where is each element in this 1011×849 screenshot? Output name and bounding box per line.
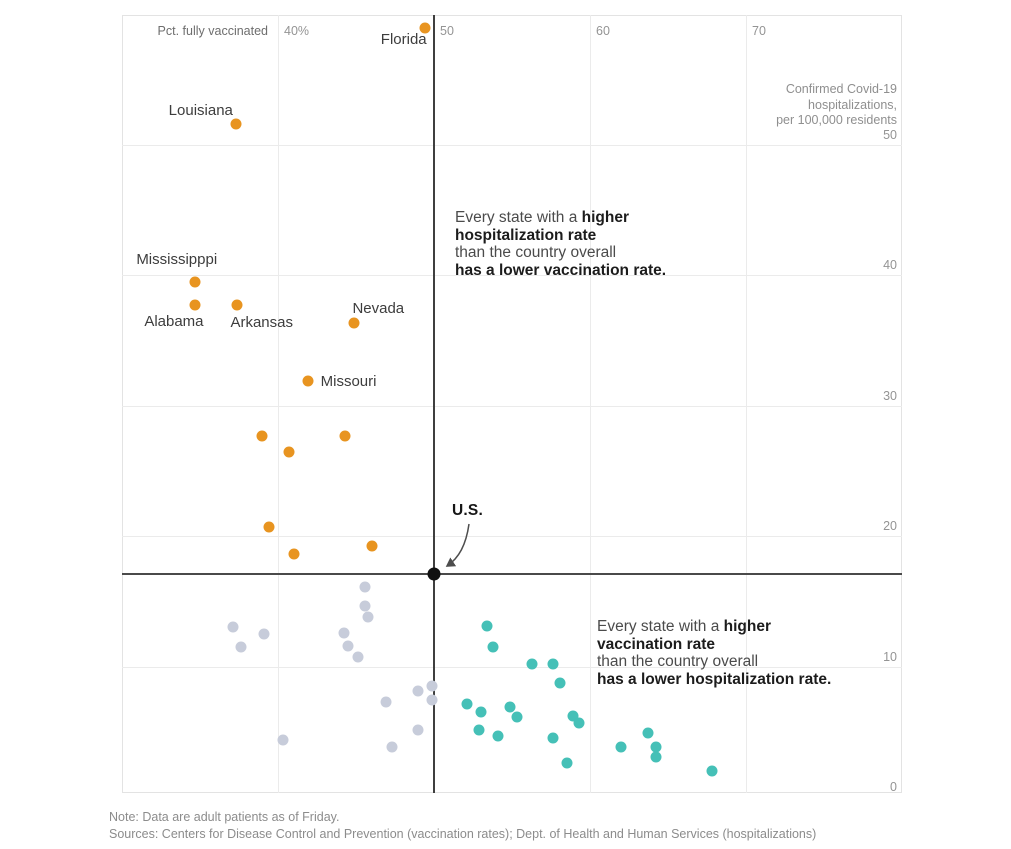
data-point-mississipppi: [189, 276, 201, 288]
state-label-arkansas: Arkansas: [230, 314, 293, 331]
state-label-louisiana: Louisiana: [168, 101, 233, 119]
data-point: [473, 724, 485, 736]
gridline-y-10: [122, 666, 902, 668]
x-axis-title: Pct. fully vaccinated: [157, 24, 268, 38]
state-label-florida: Florida: [380, 31, 427, 49]
us-hospitalization-reference-line: [122, 572, 902, 575]
data-point: [339, 430, 351, 441]
data-point-florida: [419, 22, 431, 34]
data-point: [359, 581, 371, 593]
data-point: [380, 696, 392, 708]
data-point: [352, 651, 364, 663]
data-point: [366, 540, 378, 552]
data-point: [263, 521, 275, 533]
data-point: [362, 611, 374, 623]
y-tick-label-20: 20: [883, 519, 897, 533]
annotation-lower: Every state with a higher vaccination rat…: [597, 618, 832, 688]
chart-sources: Sources: Centers for Disease Control and…: [109, 827, 817, 841]
data-point: [342, 640, 354, 652]
x-tick-label-50: 50: [440, 24, 454, 38]
data-point: [573, 717, 585, 729]
data-point: [338, 627, 350, 639]
state-label-nevada: Nevada: [352, 300, 405, 318]
x-tick-label-60: 60: [596, 24, 610, 38]
state-label-alabama: Alabama: [144, 313, 204, 330]
data-point: [412, 685, 424, 697]
data-point: [526, 658, 538, 670]
y-axis-title: Confirmed Covid-19 hospitalizations, per…: [776, 82, 897, 127]
data-point: [706, 765, 718, 777]
annotation-upper: Every state with a higher hospitalization…: [455, 209, 667, 279]
data-point: [547, 658, 559, 670]
us-data-point: [427, 567, 441, 581]
y-tick-label-30: 30: [883, 388, 897, 403]
gridline-y-30: [122, 405, 902, 407]
state-label-missouri: Missouri: [320, 372, 377, 390]
data-point: [426, 680, 438, 692]
y-tick-label-40: 40: [883, 258, 897, 272]
chart-note: Note: Data are adult patients as of Frid…: [109, 810, 340, 824]
x-tick-label-70: 70: [752, 24, 766, 38]
us-label: U.S.: [452, 502, 483, 519]
data-point: [642, 727, 654, 739]
data-point: [492, 730, 504, 742]
data-point: [650, 741, 662, 753]
data-point: [283, 446, 295, 458]
y-tick-label-50: 50: [883, 127, 897, 142]
gridline-x-70: [746, 15, 747, 793]
data-point: [227, 621, 239, 633]
data-point: [615, 741, 627, 753]
data-point: [547, 732, 559, 744]
x-tick-label-40: 40%: [284, 24, 310, 38]
us-vaccination-reference-line: [433, 15, 435, 793]
state-label-mississipppi: Mississipppi: [136, 250, 218, 268]
gridline-y-40: [122, 275, 902, 276]
data-point: [475, 706, 487, 718]
data-point: [487, 641, 499, 653]
data-point: [561, 757, 573, 769]
y-tick-label-10: 10: [883, 649, 897, 664]
data-point: [288, 548, 300, 560]
gridline-x-60: [590, 15, 591, 793]
data-point-missouri: [302, 375, 314, 387]
gridline-y-20: [122, 536, 902, 537]
data-point: [258, 628, 270, 640]
gridline-x-40: [278, 15, 279, 793]
data-point-nevada: [348, 317, 360, 329]
data-point: [554, 677, 566, 689]
data-point: [481, 620, 493, 632]
data-point: [359, 600, 371, 612]
data-point: [426, 694, 438, 706]
data-point-alabama: [189, 299, 201, 311]
data-point: [256, 430, 268, 441]
data-point: [461, 698, 473, 710]
data-point-arkansas: [231, 299, 243, 311]
data-point: [650, 751, 662, 763]
data-point: [412, 724, 424, 736]
gridline-y-50: [122, 144, 902, 146]
data-point: [504, 701, 516, 713]
data-point: [277, 734, 289, 746]
y-tick-label-0: 0: [890, 780, 897, 794]
data-point: [386, 741, 398, 753]
data-point: [511, 711, 523, 723]
data-point: [235, 641, 247, 653]
data-point: [567, 710, 579, 722]
data-point-louisiana: [230, 118, 242, 130]
